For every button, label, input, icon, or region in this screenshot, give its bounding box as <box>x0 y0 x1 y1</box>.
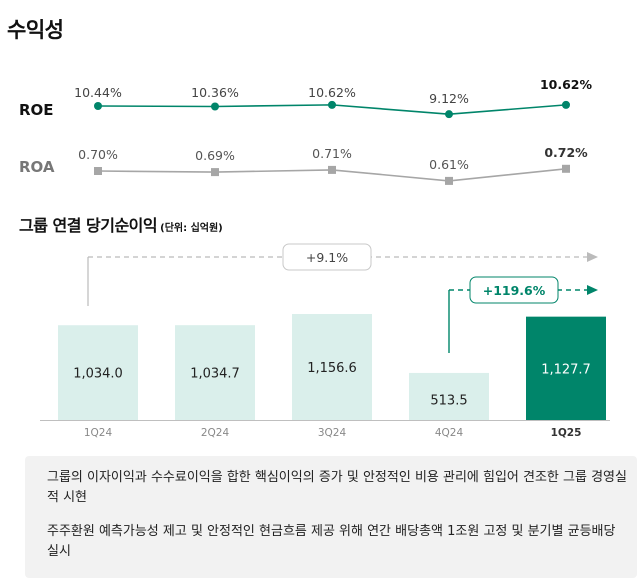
roa-value-label-1q24: 0.70% <box>78 147 118 162</box>
section-title-text: 그룹 연결 당기순이익 <box>19 216 158 235</box>
bar-1q24 <box>58 325 138 420</box>
roa-value-label-3q24: 0.71% <box>312 146 352 161</box>
roe-value-label-4q24: 9.12% <box>429 91 469 106</box>
roe-point-1q24 <box>94 102 102 110</box>
roa-point-1q25 <box>562 164 570 173</box>
note-core-income: 그룹의 이자이익과 수수료이익을 합한 핵심이익의 증가 및 안정적인 비용 관… <box>47 470 627 505</box>
bar-value-label-2q24: 1,034.7 <box>190 367 240 382</box>
annotation-yoy-badge <box>282 243 372 271</box>
roa-label: ROA <box>19 158 55 176</box>
roa-point-3q24 <box>328 165 336 174</box>
bar-2q24 <box>175 325 255 420</box>
annotation-qoq-text: +119.6% <box>483 283 546 298</box>
roa-value-label-2q24: 0.69% <box>195 148 235 163</box>
roe-point-1q25 <box>562 100 570 109</box>
notes-box: 그룹의 이자이익과 수수료이익을 합한 핵심이익의 증가 및 안정적인 비용 관… <box>25 456 637 578</box>
annotation-yoy-arrowhead <box>587 252 598 262</box>
bar-value-label-4q24: 513.5 <box>430 393 467 408</box>
section-unit: (단위: 십억원) <box>160 223 223 234</box>
bar-4q24 <box>409 372 489 420</box>
x-axis-label-4q24: 4Q24 <box>435 427 464 439</box>
roe-value-label-1q25: 10.62% <box>540 77 593 92</box>
x-axis-label-3q24: 3Q24 <box>318 427 347 439</box>
note-shareholder-return: 주주환원 예측가능성 제고 및 안정적인 현금흐름 제공 위해 연간 배당총액 … <box>47 524 616 559</box>
section-title: 그룹 연결 당기순이익 (단위: 십억원) <box>19 212 223 236</box>
annotation-yoy-text: +9.1% <box>306 250 348 265</box>
bar-value-label-3q24: 1,156.6 <box>307 361 357 376</box>
roe-value-label-3q24: 10.62% <box>308 85 356 100</box>
roa-value-label-1q25: 0.72% <box>544 145 588 160</box>
roa-value-label-4q24: 0.61% <box>429 157 469 172</box>
roa-point-1q24 <box>94 167 102 175</box>
page-title: 수익성 <box>7 18 64 42</box>
roa-point-4q24 <box>445 176 453 185</box>
roe-point-3q24 <box>328 100 336 109</box>
bar-value-label-1q25: 1,127.7 <box>541 362 591 377</box>
roe-point-2q24 <box>211 102 219 111</box>
annotation-qoq-arrowhead <box>587 285 598 295</box>
annotation-qoq-badge <box>469 276 559 304</box>
profitability-chart: 10.44% 10.36% 10.62% 9.12% 10.62% 0.70% 0.69% 0… <box>40 77 610 439</box>
bar-3q24 <box>292 314 372 420</box>
x-axis-label-2q24: 2Q24 <box>201 427 230 439</box>
roe-value-label-2q24: 10.36% <box>191 85 239 100</box>
bar-1q25 <box>526 316 606 420</box>
x-axis-label-1q25: 1Q25 <box>551 427 582 439</box>
roe-label: ROE <box>19 101 54 119</box>
x-axis-label-1q24: 1Q24 <box>84 427 113 439</box>
roe-value-label-1q24: 10.44% <box>74 85 122 100</box>
roa-point-2q24 <box>211 168 219 177</box>
bar-value-label-1q24: 1,034.0 <box>73 367 123 382</box>
roe-point-4q24 <box>445 110 453 119</box>
